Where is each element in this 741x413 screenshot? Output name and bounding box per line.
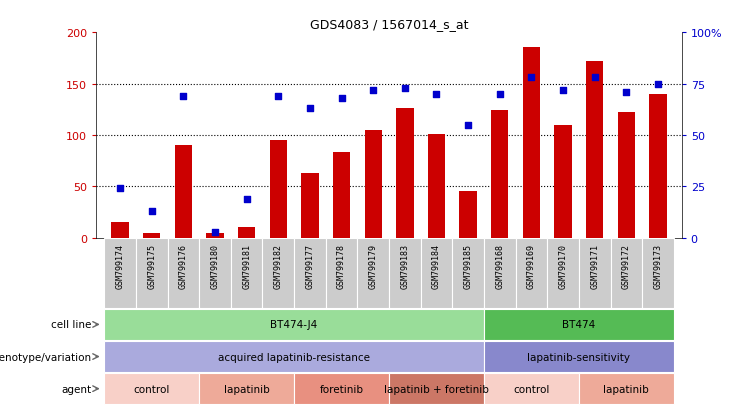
Bar xyxy=(579,373,674,404)
Text: GSM799169: GSM799169 xyxy=(527,244,536,289)
Bar xyxy=(175,146,192,238)
Text: GSM799182: GSM799182 xyxy=(273,244,283,289)
Bar xyxy=(396,109,413,238)
Point xyxy=(209,229,221,235)
Point xyxy=(462,122,474,128)
Bar xyxy=(270,141,287,238)
Title: GDS4083 / 1567014_s_at: GDS4083 / 1567014_s_at xyxy=(310,17,468,31)
Text: GSM799175: GSM799175 xyxy=(147,244,156,289)
Bar xyxy=(294,373,389,404)
Text: GSM799177: GSM799177 xyxy=(305,244,314,289)
Bar xyxy=(611,238,642,309)
Text: GSM799176: GSM799176 xyxy=(179,244,188,289)
Bar xyxy=(554,125,572,238)
Text: GSM799173: GSM799173 xyxy=(654,244,662,289)
Text: genotype/variation: genotype/variation xyxy=(0,352,92,362)
Bar xyxy=(301,173,319,238)
Point xyxy=(399,85,411,92)
Bar xyxy=(389,373,484,404)
Bar xyxy=(199,238,230,309)
Point xyxy=(620,89,632,96)
Bar xyxy=(586,62,603,238)
Point xyxy=(589,75,601,81)
Point xyxy=(114,185,126,192)
Bar xyxy=(579,238,611,309)
Bar xyxy=(143,233,160,238)
Bar xyxy=(459,192,477,238)
Text: lapatinib: lapatinib xyxy=(603,384,649,394)
Bar xyxy=(389,238,421,309)
Bar xyxy=(238,228,256,238)
Text: GSM799181: GSM799181 xyxy=(242,244,251,289)
Text: agent: agent xyxy=(62,384,92,394)
Text: acquired lapatinib-resistance: acquired lapatinib-resistance xyxy=(218,352,370,362)
Bar xyxy=(484,341,674,372)
Bar xyxy=(104,341,484,372)
Bar xyxy=(104,309,484,340)
Text: GSM799178: GSM799178 xyxy=(337,244,346,289)
Text: foretinib: foretinib xyxy=(319,384,364,394)
Text: lapatinib + foretinib: lapatinib + foretinib xyxy=(384,384,489,394)
Point xyxy=(652,81,664,88)
Bar xyxy=(104,373,199,404)
Text: GSM799180: GSM799180 xyxy=(210,244,219,289)
Text: GSM799174: GSM799174 xyxy=(116,244,124,289)
Bar xyxy=(421,238,452,309)
Bar xyxy=(262,238,294,309)
Text: control: control xyxy=(514,384,550,394)
Bar xyxy=(484,309,674,340)
Text: BT474-J4: BT474-J4 xyxy=(270,320,318,330)
Text: control: control xyxy=(133,384,170,394)
Text: GSM799185: GSM799185 xyxy=(464,244,473,289)
Point xyxy=(557,87,569,94)
Point xyxy=(304,106,316,112)
Bar xyxy=(618,113,635,238)
Text: lapatinib-sensitivity: lapatinib-sensitivity xyxy=(528,352,631,362)
Text: GSM799179: GSM799179 xyxy=(369,244,378,289)
Text: GSM799183: GSM799183 xyxy=(400,244,409,289)
Bar xyxy=(104,238,136,309)
Text: GSM799184: GSM799184 xyxy=(432,244,441,289)
Bar xyxy=(365,131,382,238)
Bar xyxy=(199,373,294,404)
Point xyxy=(241,196,253,202)
Point xyxy=(368,87,379,94)
Bar xyxy=(642,238,674,309)
Point xyxy=(494,91,505,98)
Text: cell line: cell line xyxy=(51,320,92,330)
Bar xyxy=(206,233,224,238)
Text: GSM799170: GSM799170 xyxy=(559,244,568,289)
Text: BT474: BT474 xyxy=(562,320,596,330)
Text: lapatinib: lapatinib xyxy=(224,384,270,394)
Bar xyxy=(649,95,667,238)
Point xyxy=(146,208,158,215)
Point xyxy=(525,75,537,81)
Text: GSM799172: GSM799172 xyxy=(622,244,631,289)
Bar xyxy=(428,135,445,238)
Text: GSM799168: GSM799168 xyxy=(495,244,505,289)
Bar xyxy=(484,238,516,309)
Point xyxy=(273,93,285,100)
Bar xyxy=(230,238,262,309)
Bar xyxy=(357,238,389,309)
Point xyxy=(336,95,348,102)
Bar xyxy=(136,238,167,309)
Bar xyxy=(167,238,199,309)
Point xyxy=(177,93,189,100)
Bar xyxy=(326,238,357,309)
Point xyxy=(431,91,442,98)
Bar xyxy=(491,111,508,238)
Bar xyxy=(484,373,579,404)
Bar xyxy=(522,47,540,238)
Bar xyxy=(516,238,548,309)
Bar xyxy=(333,153,350,238)
Bar xyxy=(452,238,484,309)
Text: GSM799171: GSM799171 xyxy=(590,244,599,289)
Bar xyxy=(294,238,326,309)
Bar xyxy=(111,223,129,238)
Bar xyxy=(548,238,579,309)
